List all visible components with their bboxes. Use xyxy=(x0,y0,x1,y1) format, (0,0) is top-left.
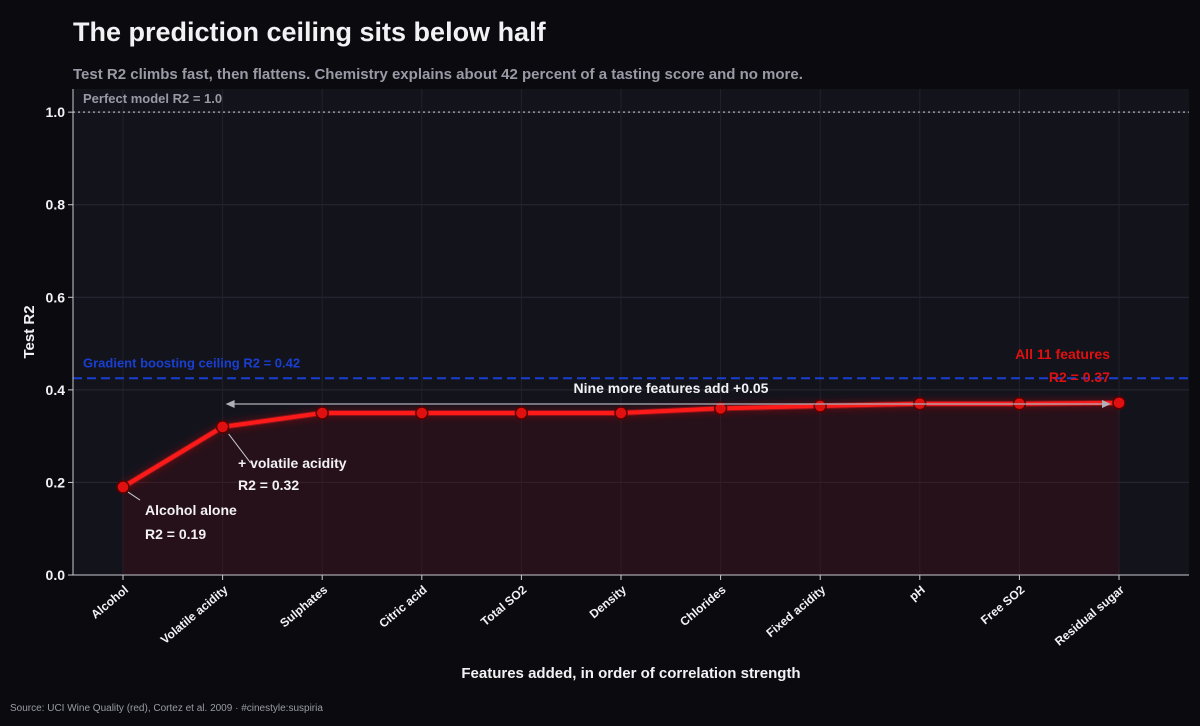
plot-panel xyxy=(73,89,1189,575)
span-arrow-head-left xyxy=(225,400,235,408)
reference-line-label: Gradient boosting ceiling R2 = 0.42 xyxy=(83,355,300,370)
annotation-second-line2: R2 = 0.32 xyxy=(238,477,299,493)
annotation-second-line1: + volatile acidity xyxy=(238,455,347,471)
annotation-pointer xyxy=(228,433,251,464)
y-tick-label: 0.2 xyxy=(46,474,66,490)
annotations: Alcohol alone R2 = 0.19 + volatile acidity… xyxy=(127,346,1111,542)
annotation-first-line1: Alcohol alone xyxy=(145,502,237,518)
data-point xyxy=(215,420,230,434)
x-tick-label: Volatile acidity xyxy=(158,582,231,646)
annotation-last-line1: All 11 features xyxy=(1015,346,1110,362)
data-point xyxy=(813,399,827,413)
x-tick-label: Residual sugar xyxy=(1052,582,1127,648)
data-point xyxy=(614,406,628,420)
chart-subtitle: Test R2 climbs fast, then flattens. Chem… xyxy=(73,66,803,83)
x-axis-label: Features added, in order of correlation … xyxy=(461,665,800,682)
x-tick-label: Sulphates xyxy=(277,582,330,630)
y-tick-label: 0.0 xyxy=(46,567,66,583)
y-tick-label: 0.8 xyxy=(46,197,66,213)
data-point xyxy=(116,480,130,494)
y-tick-label: 1.0 xyxy=(46,104,66,120)
x-ticks: Alcohol Volatile acidity Sulphates Citric a… xyxy=(88,575,1127,649)
grid xyxy=(73,89,1189,576)
x-tick-label: Citric acid xyxy=(376,583,429,631)
x-tick-label: Alcohol xyxy=(88,583,131,622)
chart-title: The prediction ceiling sits below half xyxy=(73,17,547,47)
annotation-pointer xyxy=(127,491,141,501)
y-tick-label: 0.4 xyxy=(46,382,66,398)
x-tick-label: pH xyxy=(906,583,927,604)
annotation-first-line2: R2 = 0.19 xyxy=(145,526,206,542)
x-tick-label: Chlorides xyxy=(677,582,729,629)
reference-line-label: Perfect model R2 = 1.0 xyxy=(83,91,222,106)
data-point xyxy=(514,406,529,420)
span-label: Nine more features add +0.05 xyxy=(574,380,769,396)
y-axis-label: Test R2 xyxy=(21,305,38,358)
x-tick-label: Fixed acidity xyxy=(763,582,828,640)
y-tick-label: 0.6 xyxy=(46,289,66,305)
x-tick-label: Free SO2 xyxy=(978,582,1028,627)
area-layer xyxy=(123,402,1119,575)
data-point xyxy=(1112,396,1126,410)
reference-lines: Perfect model R2 = 1.0 Gradient boosting … xyxy=(73,91,1189,380)
data-point xyxy=(415,406,429,420)
x-tick-label: Total SO2 xyxy=(478,582,529,628)
source-note: Source: UCI Wine Quality (red), Cortez e… xyxy=(10,703,323,714)
x-tick-label: Density xyxy=(587,582,629,621)
annotation-last-line2: R2 = 0.37 xyxy=(1049,369,1110,385)
data-point xyxy=(713,401,728,416)
data-point xyxy=(315,406,329,420)
y-ticks: 0.0 0.2 0.4 0.6 0.8 1.0 xyxy=(46,104,73,583)
span-arrow-head-right xyxy=(1102,400,1111,408)
series-area xyxy=(123,402,1119,575)
